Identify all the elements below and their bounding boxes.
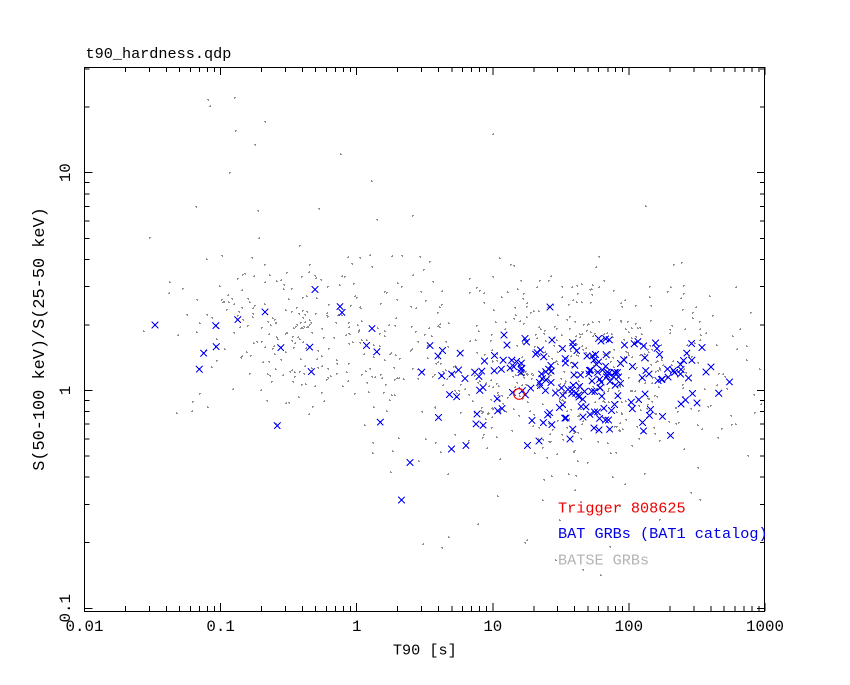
svg-text:10: 10 [483, 618, 502, 636]
svg-text:t90_hardness.qdp: t90_hardness.qdp [86, 45, 232, 63]
svg-text:0.1: 0.1 [57, 594, 75, 622]
svg-text:S(50-100 keV)/S(25-50 keV): S(50-100 keV)/S(25-50 keV) [31, 207, 50, 471]
svg-text:0.01: 0.01 [66, 618, 104, 636]
svg-text:BATSE GRBs: BATSE GRBs [558, 552, 649, 570]
svg-text:T90 [s]: T90 [s] [393, 642, 457, 660]
svg-text:10: 10 [57, 163, 75, 182]
svg-text:0.1: 0.1 [206, 618, 234, 636]
svg-text:1: 1 [57, 386, 75, 395]
svg-text:Trigger 808625: Trigger 808625 [558, 500, 686, 518]
svg-text:1000: 1000 [746, 618, 784, 636]
svg-text:1: 1 [352, 618, 361, 636]
svg-text:100: 100 [615, 618, 643, 636]
svg-text:BAT GRBs (BAT1 catalog): BAT GRBs (BAT1 catalog) [558, 525, 768, 543]
